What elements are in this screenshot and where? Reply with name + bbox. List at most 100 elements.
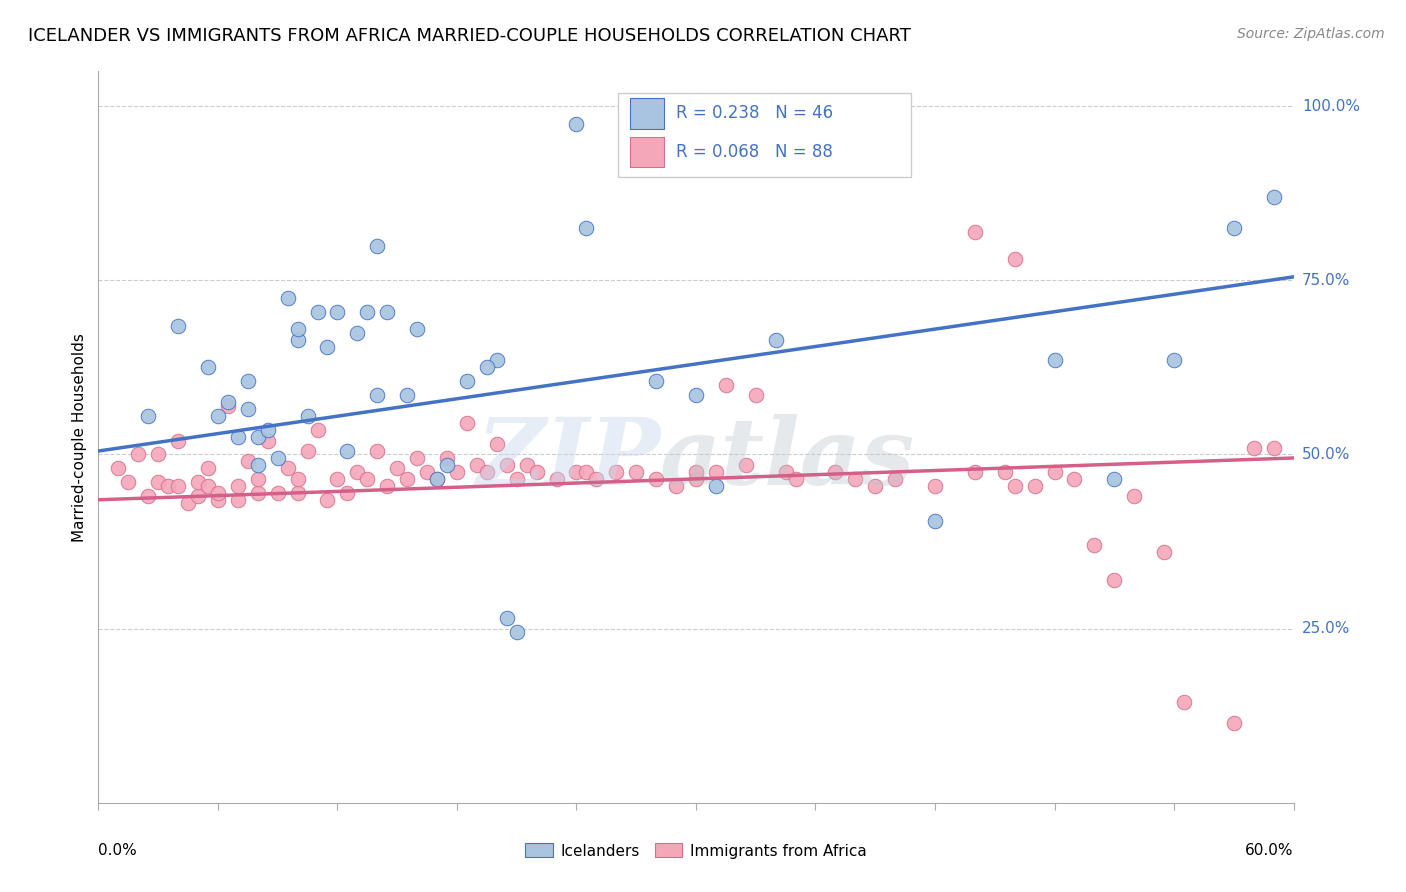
Point	[963, 225, 986, 239]
Point	[236, 375, 259, 389]
Point	[396, 388, 419, 402]
Point	[148, 448, 170, 462]
Point	[1104, 472, 1126, 486]
Point	[167, 479, 190, 493]
Point	[316, 339, 339, 353]
Point	[297, 444, 319, 458]
FancyBboxPatch shape	[630, 136, 664, 168]
Point	[565, 117, 588, 131]
Text: Source: ZipAtlas.com: Source: ZipAtlas.com	[1237, 27, 1385, 41]
Point	[1063, 472, 1085, 486]
Text: 50.0%: 50.0%	[1302, 447, 1350, 462]
Text: ICELANDER VS IMMIGRANTS FROM AFRICA MARRIED-COUPLE HOUSEHOLDS CORRELATION CHART: ICELANDER VS IMMIGRANTS FROM AFRICA MARR…	[28, 27, 911, 45]
Text: 75.0%: 75.0%	[1302, 273, 1350, 288]
Point	[416, 465, 439, 479]
Point	[506, 472, 529, 486]
Point	[375, 479, 398, 493]
Point	[207, 485, 229, 500]
Text: R = 0.068   N = 88: R = 0.068 N = 88	[676, 143, 832, 161]
Point	[465, 458, 488, 472]
Point	[924, 479, 946, 493]
Point	[924, 514, 946, 528]
Point	[506, 625, 529, 640]
Point	[685, 388, 707, 402]
Point	[645, 375, 668, 389]
Point	[375, 304, 398, 318]
Point	[1153, 545, 1175, 559]
Point	[366, 238, 388, 252]
Point	[844, 472, 866, 486]
Point	[307, 304, 329, 318]
Point	[685, 472, 707, 486]
Text: 0.0%: 0.0%	[98, 843, 138, 858]
Text: 100.0%: 100.0%	[1302, 99, 1360, 113]
Point	[136, 489, 159, 503]
Point	[775, 465, 797, 479]
Point	[297, 409, 319, 424]
Point	[865, 479, 887, 493]
Point	[346, 465, 368, 479]
Point	[495, 611, 517, 625]
Point	[665, 479, 688, 493]
Point	[704, 465, 727, 479]
Point	[436, 450, 458, 465]
Point	[187, 475, 209, 490]
Point	[565, 465, 588, 479]
Point	[1263, 190, 1285, 204]
Point	[307, 423, 329, 437]
Y-axis label: Married-couple Households: Married-couple Households	[72, 333, 87, 541]
Point	[1004, 479, 1026, 493]
Point	[1163, 353, 1185, 368]
Point	[226, 430, 249, 444]
Point	[446, 465, 468, 479]
Point	[645, 472, 668, 486]
Point	[117, 475, 139, 490]
Point	[406, 450, 429, 465]
Point	[585, 472, 607, 486]
Point	[475, 465, 498, 479]
Point	[236, 402, 259, 417]
FancyBboxPatch shape	[619, 94, 911, 178]
Point	[1263, 441, 1285, 455]
Point	[167, 434, 190, 448]
Point	[207, 492, 229, 507]
Point	[236, 454, 259, 468]
Point	[824, 465, 846, 479]
Point	[626, 465, 648, 479]
Point	[136, 409, 159, 424]
Point	[336, 485, 359, 500]
Point	[1223, 221, 1246, 235]
Point	[495, 458, 517, 472]
Point	[526, 465, 548, 479]
Text: R = 0.238   N = 46: R = 0.238 N = 46	[676, 104, 832, 122]
Point	[287, 472, 309, 486]
Point	[267, 485, 290, 500]
Point	[436, 458, 458, 472]
Point	[485, 437, 508, 451]
Point	[575, 465, 598, 479]
Text: atlas: atlas	[661, 414, 915, 504]
Point	[366, 388, 388, 402]
Point	[267, 450, 290, 465]
Point	[256, 434, 278, 448]
Point	[127, 448, 149, 462]
Point	[226, 492, 249, 507]
Point	[326, 304, 349, 318]
Point	[396, 472, 419, 486]
Point	[785, 472, 807, 486]
Point	[366, 444, 388, 458]
Point	[326, 472, 349, 486]
Point	[246, 458, 269, 472]
Point	[287, 485, 309, 500]
Point	[884, 472, 907, 486]
Point	[107, 461, 129, 475]
Point	[246, 472, 269, 486]
Point	[287, 322, 309, 336]
Point	[256, 423, 278, 437]
Point	[277, 291, 299, 305]
Point	[316, 492, 339, 507]
Point	[157, 479, 180, 493]
Point	[685, 465, 707, 479]
Point	[336, 444, 359, 458]
Point	[475, 360, 498, 375]
